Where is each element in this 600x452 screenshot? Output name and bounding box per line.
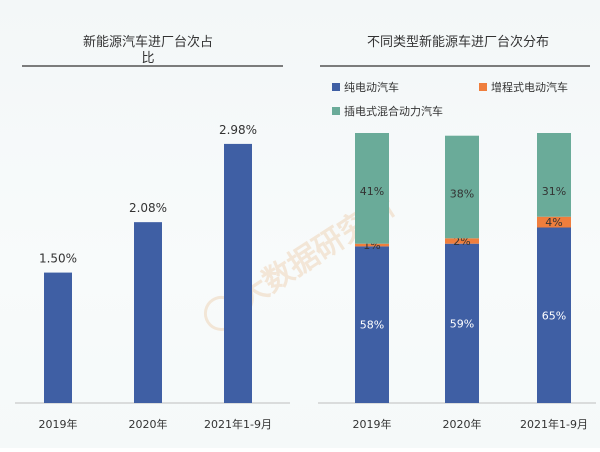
right-chart-title: 不同类型新能源车进厂台次分布 bbox=[367, 34, 549, 50]
stacked-bar-segment bbox=[445, 238, 479, 244]
stacked-bar-segment bbox=[537, 227, 571, 403]
left-x-tick-label: 2021年1-9月 bbox=[204, 417, 272, 431]
stacked-bar-segment bbox=[355, 243, 389, 247]
chart-marks: 1.50%2019年2.08%2020年2.98%2021年1-9月58%1%4… bbox=[15, 80, 596, 431]
left-bar-value-label: 1.50% bbox=[39, 252, 77, 266]
legend-label: 插电式混合动力汽车 bbox=[344, 104, 443, 118]
stacked-bar-value-label: 41% bbox=[360, 185, 384, 198]
stacked-bar-segment bbox=[537, 216, 571, 228]
left-x-tick-label: 2020年 bbox=[129, 417, 168, 431]
left-chart-title-line2: 比 bbox=[141, 51, 154, 66]
right-x-tick-label: 2019年 bbox=[353, 417, 392, 431]
left-chart-title-line1: 新能源汽车进厂台次占 bbox=[83, 34, 213, 50]
stacked-bar-value-label: 31% bbox=[542, 185, 566, 198]
stacked-bar-segment bbox=[445, 135, 479, 239]
left-bar bbox=[224, 143, 252, 403]
left-bar-value-label: 2.08% bbox=[129, 201, 167, 215]
stacked-bar-value-label: 4% bbox=[545, 216, 562, 229]
stacked-bar-value-label: 65% bbox=[542, 309, 566, 322]
stacked-bar-value-label: 38% bbox=[450, 188, 474, 201]
legend-swatch bbox=[332, 107, 340, 115]
left-bar bbox=[134, 222, 162, 403]
left-x-tick-label: 2019年 bbox=[39, 417, 78, 431]
stacked-bar-segment bbox=[355, 133, 389, 244]
left-bar bbox=[44, 272, 72, 403]
stacked-bar-segment bbox=[355, 246, 389, 403]
legend-swatch bbox=[332, 83, 340, 91]
stacked-bar-segment bbox=[445, 243, 479, 403]
stacked-bar-segment bbox=[537, 133, 571, 217]
legend-label: 增程式电动汽车 bbox=[491, 80, 568, 94]
stacked-bar-value-label: 59% bbox=[450, 317, 474, 330]
right-x-tick-label: 2020年 bbox=[443, 417, 482, 431]
legend-label: 纯电动汽车 bbox=[344, 80, 399, 94]
left-bar-value-label: 2.98% bbox=[219, 123, 257, 137]
legend-swatch bbox=[479, 83, 487, 91]
right-x-tick-label: 2021年1-9月 bbox=[520, 417, 588, 431]
stacked-bar-value-label: 58% bbox=[360, 319, 384, 332]
